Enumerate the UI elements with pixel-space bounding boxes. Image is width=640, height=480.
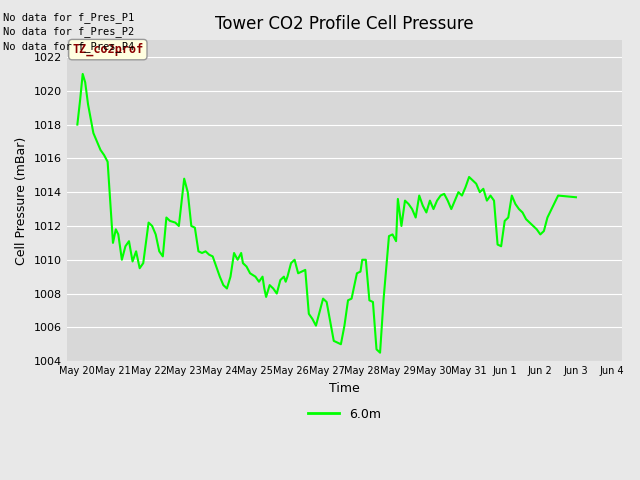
Text: No data for f_Pres_P2: No data for f_Pres_P2: [3, 26, 134, 37]
Text: TZ_co2prof: TZ_co2prof: [72, 43, 143, 56]
X-axis label: Time: Time: [329, 382, 360, 395]
Y-axis label: Cell Pressure (mBar): Cell Pressure (mBar): [15, 136, 28, 265]
Text: No data for f_Pres_P4: No data for f_Pres_P4: [3, 41, 134, 52]
Title: Tower CO2 Profile Cell Pressure: Tower CO2 Profile Cell Pressure: [215, 15, 474, 33]
Legend: 6.0m: 6.0m: [303, 403, 386, 425]
Text: No data for f_Pres_P1: No data for f_Pres_P1: [3, 12, 134, 23]
